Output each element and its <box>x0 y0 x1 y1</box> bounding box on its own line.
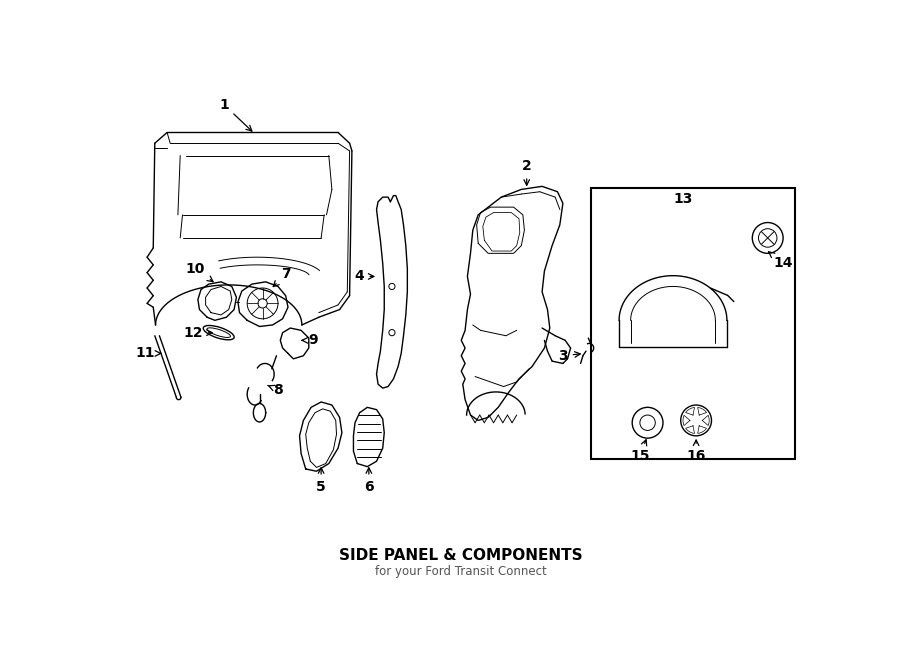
Text: 15: 15 <box>630 440 650 463</box>
Ellipse shape <box>207 328 230 338</box>
Text: 14: 14 <box>769 252 793 270</box>
Bar <box>590 188 795 459</box>
Text: 13: 13 <box>673 192 693 206</box>
Text: 5: 5 <box>316 468 326 494</box>
Text: 9: 9 <box>302 333 319 347</box>
Text: 2: 2 <box>522 159 532 185</box>
Text: 4: 4 <box>355 270 374 284</box>
Text: 12: 12 <box>184 326 212 340</box>
Ellipse shape <box>203 325 234 340</box>
Text: 3: 3 <box>558 349 580 363</box>
Text: 7: 7 <box>274 267 291 287</box>
Text: 8: 8 <box>268 383 283 397</box>
Text: 10: 10 <box>186 262 213 282</box>
Text: 1: 1 <box>220 98 252 131</box>
Text: 11: 11 <box>136 346 161 360</box>
Text: for your Ford Transit Connect: for your Ford Transit Connect <box>375 565 547 578</box>
Text: 6: 6 <box>364 468 374 494</box>
Text: 16: 16 <box>687 440 706 463</box>
Text: SIDE PANEL & COMPONENTS: SIDE PANEL & COMPONENTS <box>339 549 583 563</box>
